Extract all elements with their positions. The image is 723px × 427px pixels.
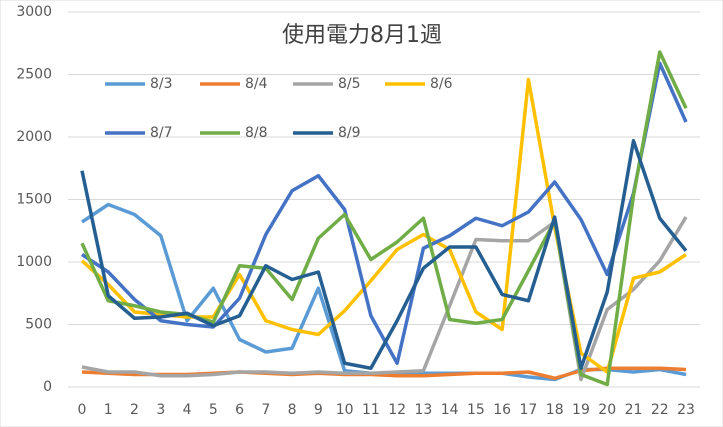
x-tick-label: 2 [130, 402, 139, 418]
legend-label: 8/3 [150, 76, 173, 92]
x-tick-label: 9 [314, 402, 323, 418]
x-tick-label: 5 [209, 402, 218, 418]
x-tick-label: 21 [625, 402, 643, 418]
x-tick-label: 0 [78, 402, 87, 418]
chart-title: 使用電力8月1週 [282, 23, 442, 48]
x-tick-label: 16 [493, 402, 511, 418]
x-tick-label: 3 [156, 402, 165, 418]
legend-label: 8/9 [338, 125, 361, 141]
x-tick-label: 18 [546, 402, 564, 418]
y-tick-label: 500 [25, 317, 52, 333]
x-tick-label: 1 [104, 402, 113, 418]
x-tick-label: 6 [235, 402, 244, 418]
x-tick-label: 12 [388, 402, 406, 418]
y-tick-label: 0 [43, 379, 52, 395]
series-line [80, 139, 688, 370]
legend-label: 8/5 [338, 76, 361, 92]
legend-label: 8/8 [245, 125, 268, 141]
x-tick-label: 23 [677, 402, 695, 418]
x-tick-label: 17 [520, 402, 538, 418]
x-tick-label: 13 [414, 402, 432, 418]
x-tick-label: 15 [467, 402, 485, 418]
y-tick-label: 1000 [16, 254, 52, 270]
x-tick-label: 10 [336, 402, 354, 418]
x-tick-label: 14 [441, 402, 459, 418]
y-tick-label: 2000 [16, 129, 52, 145]
y-tick-label: 1500 [16, 192, 52, 208]
x-tick-label: 4 [183, 402, 192, 418]
y-tick-label: 2500 [16, 67, 52, 83]
y-tick-label: 3000 [16, 4, 52, 20]
x-tick-label: 11 [362, 402, 380, 418]
series-line [81, 216, 688, 382]
legend-label: 8/7 [150, 125, 173, 141]
x-tick-label: 20 [598, 402, 616, 418]
x-tick-label: 8 [288, 402, 297, 418]
legend-label: 8/6 [430, 76, 453, 92]
x-tick-label: 22 [651, 402, 669, 418]
x-tick-label: 19 [572, 402, 590, 418]
legend-label: 8/4 [245, 76, 268, 92]
x-tick-label: 7 [261, 402, 270, 418]
series-line [81, 61, 688, 365]
